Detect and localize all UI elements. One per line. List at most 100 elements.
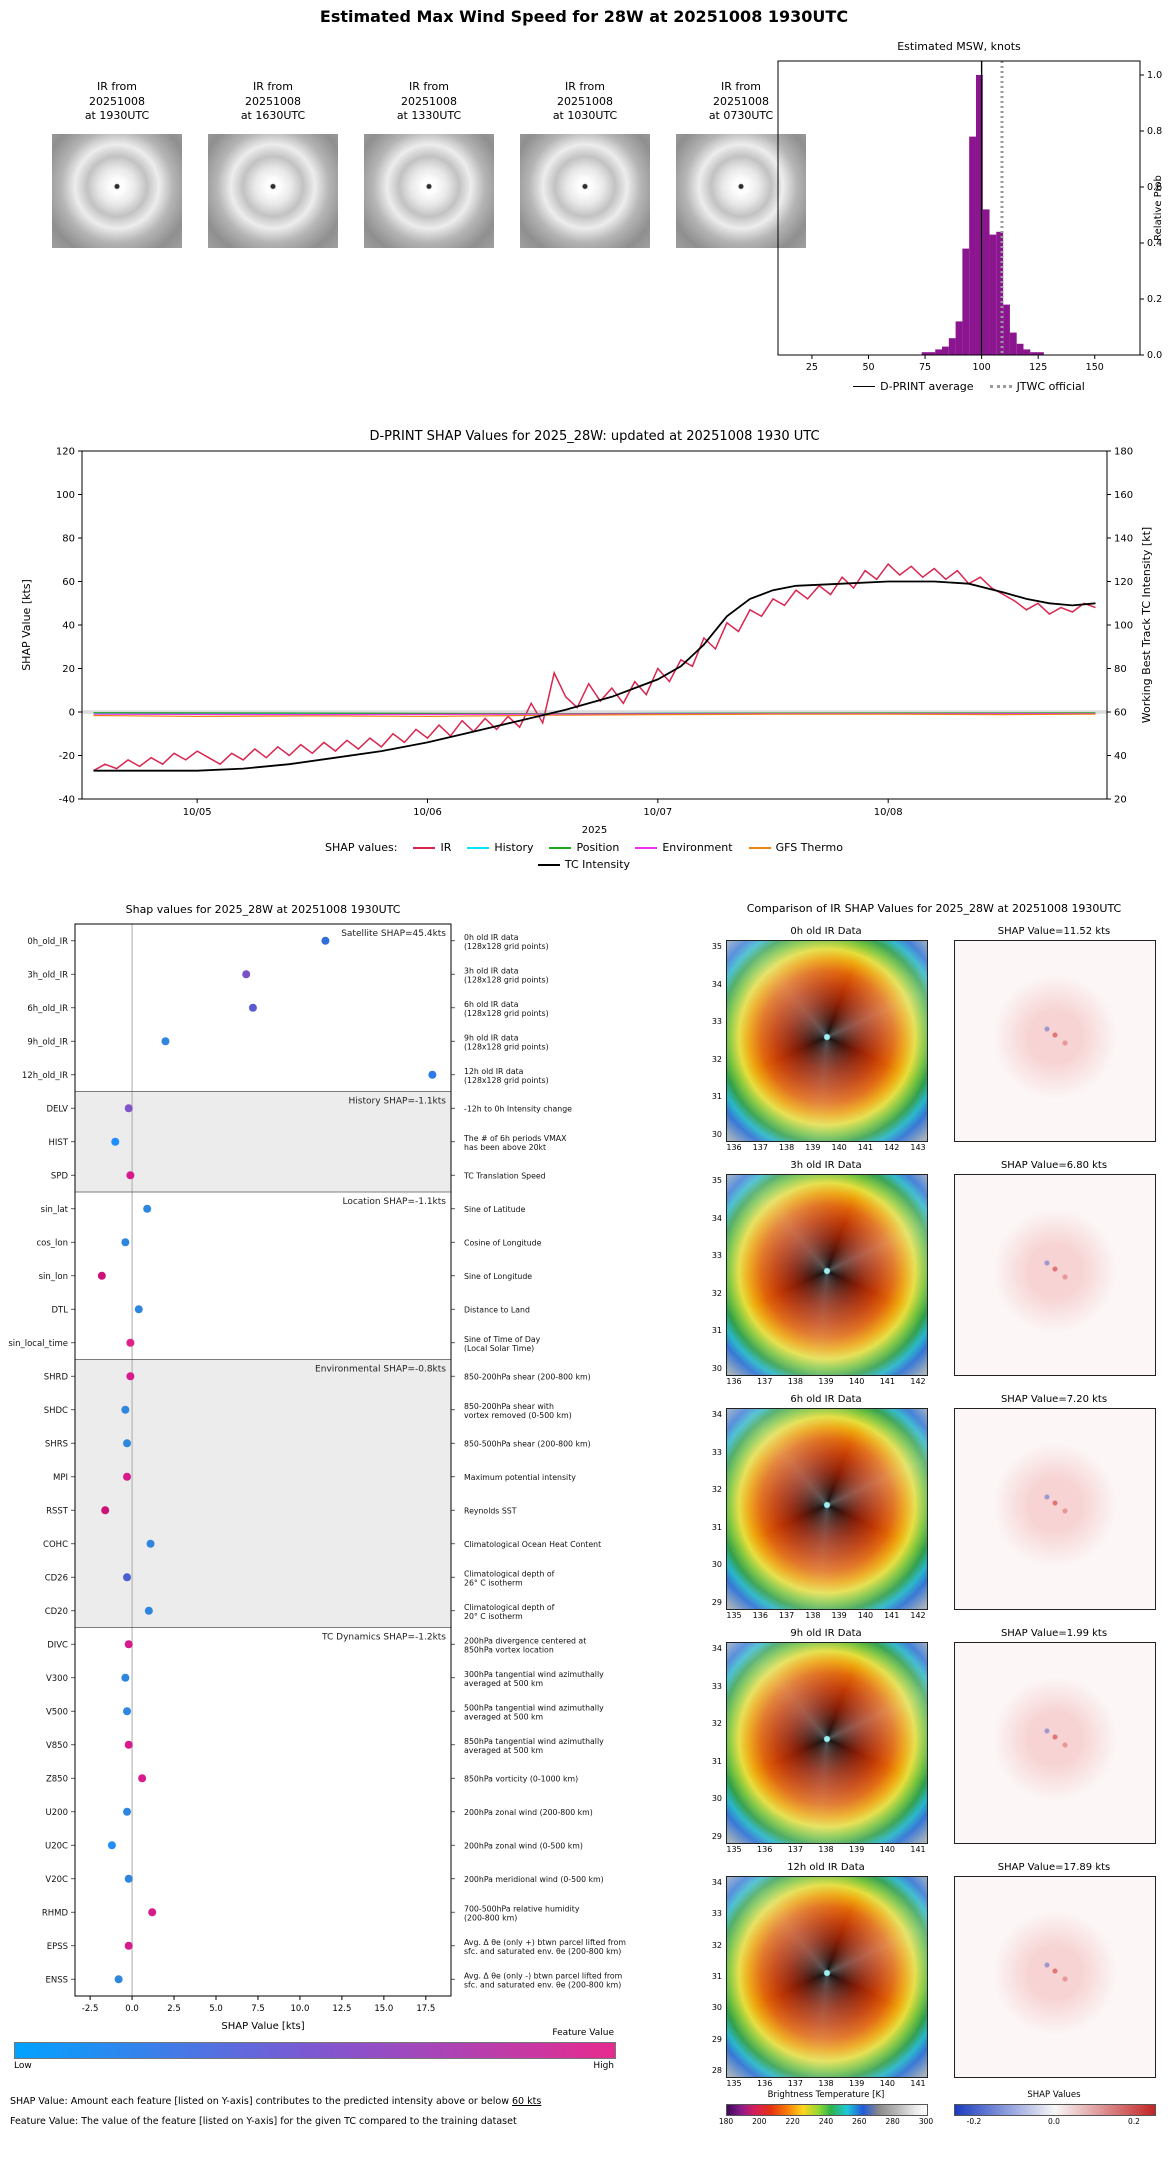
svg-text:History SHAP=-1.1kts: History SHAP=-1.1kts (349, 1097, 447, 1107)
svg-text:The # of 6h periods VMAX: The # of 6h periods VMAX (463, 1134, 567, 1143)
ir-data-title: 9h old IR Data (790, 1628, 862, 1639)
svg-text:6h old IR data: 6h old IR data (464, 1000, 519, 1009)
svg-text:850-500hPa shear (200-800 km): 850-500hPa shear (200-800 km) (464, 1439, 591, 1448)
svg-text:120: 120 (56, 447, 75, 458)
svg-text:DTL: DTL (52, 1305, 69, 1315)
svg-text:100: 100 (56, 490, 75, 501)
colorbar-tick-label: 240 (818, 2117, 834, 2126)
svg-text:10/08: 10/08 (874, 807, 903, 818)
svg-text:Environmental SHAP=-0.8kts: Environmental SHAP=-0.8kts (315, 1365, 446, 1375)
colorbar-tick-label: 300 (918, 2117, 934, 2126)
y-axis-tick-label: 34 (711, 1644, 722, 1653)
legend-label: GFS Thermo (775, 841, 843, 854)
y-axis-tick-label: 31 (711, 1972, 722, 1981)
svg-text:Climatological depth of: Climatological depth of (464, 1569, 555, 1578)
svg-text:Satellite SHAP=45.4kts: Satellite SHAP=45.4kts (341, 929, 446, 939)
svg-text:17.5: 17.5 (416, 2004, 435, 2014)
svg-text:RHMD: RHMD (42, 1908, 69, 1918)
svg-text:40: 40 (1114, 751, 1127, 762)
svg-text:sin_lon: sin_lon (39, 1272, 68, 1282)
y-axis-tick-label: 34 (711, 1213, 722, 1223)
svg-text:100: 100 (973, 362, 991, 373)
svg-text:6h_old_IR: 6h_old_IR (27, 1004, 68, 1014)
svg-text:3h old IR data: 3h old IR data (464, 966, 519, 975)
y-axis-tick-label: 28 (711, 2066, 722, 2075)
svg-text:850hPa vortex location: 850hPa vortex location (464, 1645, 554, 1654)
legend-item: JTWC official (989, 380, 1085, 393)
legend-line-sample (748, 846, 771, 849)
legend-label: History (494, 841, 534, 854)
svg-text:0.6: 0.6 (1147, 182, 1162, 193)
feature-value-high-label: High (593, 2061, 614, 2071)
svg-text:Maximum potential intensity: Maximum potential intensity (464, 1473, 576, 1482)
svg-text:Shap values for 2025_28W at 20: Shap values for 2025_28W at 20251008 193… (126, 903, 401, 916)
y-axis-tick-label: 29 (711, 1598, 722, 1607)
shap-value-map (954, 1408, 1156, 1610)
shap-timeseries-chart: D-PRINT SHAP Values for 2025_28W: update… (0, 425, 1168, 871)
ir-thumbnail-label: IR from 20251008 at 1330UTC (396, 80, 462, 123)
y-axis-tick-label: 32 (711, 1485, 722, 1495)
y-axis-tick-label: 29 (711, 2034, 722, 2044)
svg-text:(128x128 grid points): (128x128 grid points) (464, 942, 549, 951)
svg-text:sfc. and saturated env. θe (20: sfc. and saturated env. θe (200-800 km) (464, 1980, 621, 1989)
svg-text:2025: 2025 (582, 825, 607, 836)
x-axis-tick-label: 142 (910, 1611, 926, 1620)
colorbar-tick-label: 180 (718, 2117, 734, 2126)
svg-text:-40: -40 (59, 795, 75, 806)
ir-satellite-image (676, 134, 806, 248)
x-axis-tick-label: 138 (787, 1377, 803, 1386)
svg-text:(128x128 grid points): (128x128 grid points) (464, 1009, 549, 1018)
svg-text:(Local Solar Time): (Local Solar Time) (464, 1344, 534, 1353)
ir-satellite-image (364, 134, 494, 248)
svg-text:U200: U200 (46, 1808, 68, 1818)
svg-text:140: 140 (1114, 534, 1133, 545)
svg-text:0: 0 (69, 708, 75, 719)
ir-row: 12h old IR Data SHAP Value=17.89 kts 34 33 3… (700, 1862, 1168, 2096)
y-axis-tick-label: 32 (711, 1288, 722, 1298)
svg-text:CD26: CD26 (45, 1573, 68, 1583)
dotplot-canvas: Shap values for 2025_28W at 20251008 193… (8, 903, 626, 2032)
y-axis-tick-label: 33 (711, 1251, 722, 1261)
shap-map-title: SHAP Value=11.52 kts (997, 926, 1111, 937)
svg-text:HIST: HIST (49, 1138, 69, 1148)
svg-text:EPSS: EPSS (47, 1942, 68, 1952)
y-axis-tick-label: 30 (711, 1794, 722, 1804)
footnote-shap-text: SHAP Value: Amount each feature [listed … (10, 2096, 512, 2107)
y-axis-tick-label: 33 (711, 1681, 722, 1691)
x-axis-tick-label: 140 (831, 1143, 847, 1152)
svg-text:10.0: 10.0 (290, 2004, 309, 2014)
svg-text:200hPa zonal wind (0-500 km): 200hPa zonal wind (0-500 km) (464, 1841, 583, 1850)
feature-value-low-label: Low (14, 2061, 32, 2071)
feature-value-colorbar-label: Feature Value (552, 2028, 614, 2038)
svg-text:160: 160 (1114, 490, 1133, 501)
x-axis-tick-label: 141 (910, 2079, 926, 2088)
feature-value-colorbar (14, 2042, 616, 2059)
svg-text:300hPa tangential wind azimuth: 300hPa tangential wind azimuthally (464, 1670, 604, 1679)
ir-row: 3h old IR Data SHAP Value=6.80 kts 35 34 33 3… (700, 1160, 1168, 1394)
x-axis-tick-label: 138 (778, 1143, 795, 1152)
x-axis-tick-label: 141 (879, 1377, 895, 1386)
legend-item: Environment (635, 841, 733, 854)
timeseries-canvas: D-PRINT SHAP Values for 2025_28W: update… (20, 429, 1153, 836)
svg-text:0.4: 0.4 (1147, 238, 1162, 249)
svg-text:DELV: DELV (46, 1104, 68, 1114)
x-axis-tick-label: 139 (818, 1377, 834, 1386)
x-axis-tick-label: 137 (787, 1845, 803, 1854)
svg-text:15.0: 15.0 (374, 2004, 393, 2014)
svg-text:ENSS: ENSS (45, 1975, 68, 1985)
ir-data-image (726, 940, 928, 1142)
x-axis-tick-label: 136 (757, 2079, 773, 2088)
colorbar-tick-label: 260 (852, 2117, 867, 2126)
svg-text:Relative Prob: Relative Prob (1153, 175, 1164, 241)
svg-text:Location SHAP=-1.1kts: Location SHAP=-1.1kts (342, 1197, 446, 1207)
histogram-canvas: Estimated MSW, knots 25 50 75 100 125 150 0.0 0.… (777, 40, 1164, 373)
x-axis-tick-label: 143 (910, 1143, 926, 1152)
svg-text:Climatological depth of: Climatological depth of (464, 1603, 555, 1612)
y-axis-tick-label: 34 (711, 979, 722, 989)
svg-text:0.8: 0.8 (1147, 126, 1162, 137)
svg-text:850hPa vorticity (0-1000 km): 850hPa vorticity (0-1000 km) (464, 1774, 578, 1783)
shap-value-map (954, 940, 1156, 1142)
svg-text:Cosine of Longitude: Cosine of Longitude (464, 1238, 542, 1247)
svg-text:RSST: RSST (46, 1506, 69, 1516)
svg-text:(128x128 grid points): (128x128 grid points) (464, 1076, 549, 1085)
